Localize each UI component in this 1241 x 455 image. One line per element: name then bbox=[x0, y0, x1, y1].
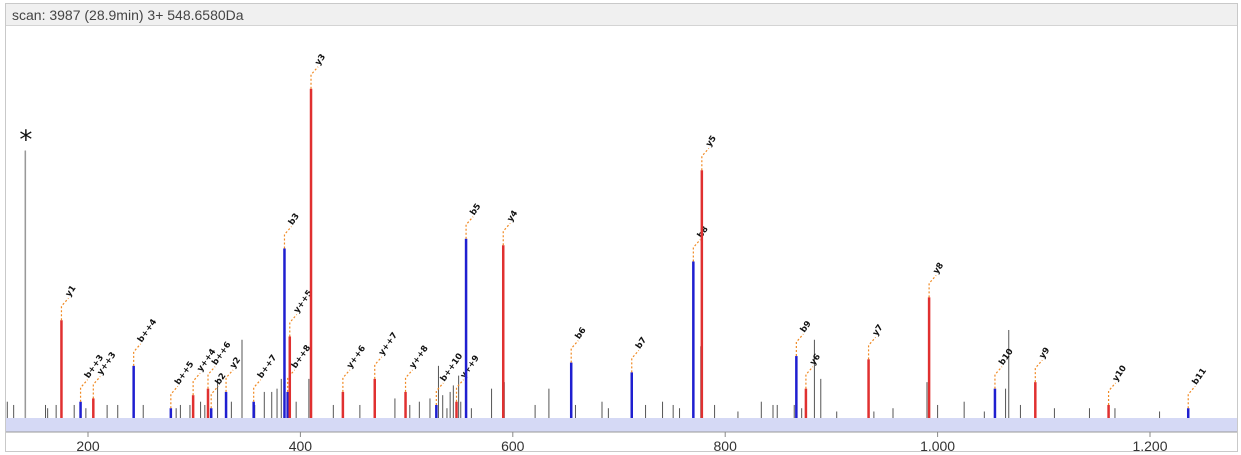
peak-label: y10 bbox=[1111, 364, 1129, 384]
peak-connector bbox=[283, 226, 292, 249]
x-tick-label: 600 bbox=[501, 438, 525, 451]
peak-connector bbox=[465, 216, 474, 239]
scan-header: scan: 3987 (28.9min) 3+ 548.6580Da bbox=[6, 4, 1237, 26]
peak-label: y++6 bbox=[345, 344, 368, 371]
x-tick-label: 1,200 bbox=[1132, 438, 1167, 451]
peak-label: y2 bbox=[228, 355, 243, 370]
peak-connector bbox=[170, 385, 179, 409]
peak-label: b7 bbox=[634, 335, 649, 351]
baseline-band bbox=[6, 418, 1237, 432]
peak-connector bbox=[287, 369, 296, 392]
peak-connector bbox=[225, 369, 234, 392]
peak-label: y6 bbox=[808, 352, 823, 367]
peak-connector bbox=[502, 222, 511, 246]
peak-label: y++8 bbox=[408, 344, 431, 371]
peak-connector bbox=[867, 336, 877, 360]
peak-label: b++7 bbox=[256, 353, 279, 380]
peak-label: y8 bbox=[931, 261, 946, 276]
peak-connector bbox=[692, 239, 701, 262]
peak-connector bbox=[342, 369, 351, 392]
peak-connector bbox=[455, 379, 464, 402]
peak-connector bbox=[207, 366, 216, 389]
peak-connector bbox=[928, 274, 937, 298]
peak-connector bbox=[310, 66, 319, 89]
x-tick-label: 800 bbox=[714, 438, 738, 451]
peak-connector bbox=[404, 369, 413, 392]
scan-title: scan: 3987 (28.9min) 3+ 548.6580Da bbox=[12, 7, 244, 23]
peak-connector bbox=[435, 382, 444, 405]
peak-label: b6 bbox=[573, 326, 588, 342]
peak-connector bbox=[1034, 359, 1043, 383]
peak-label: y9 bbox=[1038, 346, 1053, 361]
peak-connector bbox=[631, 349, 640, 373]
peak-label: b3 bbox=[287, 212, 302, 228]
peak-connector bbox=[210, 385, 219, 409]
peak-connector bbox=[253, 379, 262, 402]
peak-connector bbox=[805, 366, 814, 389]
peak-connector bbox=[994, 366, 1003, 389]
peak-connector bbox=[795, 333, 804, 357]
spectrum-panel: scan: 3987 (28.9min) 3+ 548.6580Da 200 40… bbox=[5, 3, 1238, 452]
peak-connector bbox=[1187, 385, 1196, 409]
peak-label: b++10 bbox=[439, 352, 466, 384]
peak-connector bbox=[192, 372, 201, 396]
peak-label: b10 bbox=[997, 347, 1016, 367]
peak-label: y7 bbox=[871, 323, 886, 338]
peak-label: b9 bbox=[799, 319, 814, 335]
peak-label: b++8 bbox=[290, 343, 313, 370]
peak-connector bbox=[133, 343, 142, 366]
peak-label: y1 bbox=[64, 284, 79, 299]
peak-label: b8 bbox=[696, 225, 711, 241]
peak-label: y5 bbox=[704, 134, 719, 149]
spectrum-chart[interactable]: 200 400 600 800 1,000 1,200*y1b++3y++3b++4b++… bbox=[6, 4, 1237, 451]
peak-label: y4 bbox=[506, 209, 521, 224]
peak-connector bbox=[79, 379, 89, 402]
peak-label: b5 bbox=[468, 202, 483, 218]
precursor-marker: * bbox=[19, 126, 32, 156]
peak-label: b11 bbox=[1190, 366, 1209, 386]
peak-label: b++4 bbox=[136, 317, 159, 344]
peak-connector bbox=[374, 356, 383, 379]
peak-connector bbox=[701, 147, 710, 171]
peak-connector bbox=[289, 314, 298, 337]
peak-connector bbox=[1107, 382, 1117, 405]
peak-connector bbox=[570, 340, 579, 363]
peak-label: y3 bbox=[313, 52, 328, 67]
x-tick-label: 1,000 bbox=[920, 438, 955, 451]
x-tick-label: 200 bbox=[76, 438, 100, 451]
peak-connector bbox=[92, 376, 101, 399]
x-tick-label: 400 bbox=[289, 438, 313, 451]
peak-connector bbox=[60, 297, 69, 321]
peak-label: y++7 bbox=[377, 331, 400, 358]
